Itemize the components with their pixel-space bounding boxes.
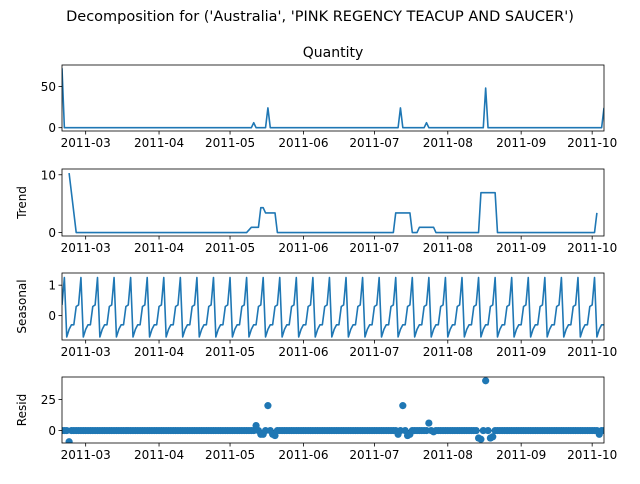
x-tick-label: 2011-07 bbox=[349, 448, 399, 462]
series-line bbox=[62, 68, 604, 129]
x-tick-label: 2011-10 bbox=[567, 448, 617, 462]
x-tick-label: 2011-04 bbox=[134, 241, 184, 255]
x-tick-label: 2011-06 bbox=[278, 241, 328, 255]
y-tick-label: 10 bbox=[41, 168, 56, 182]
figure-suptitle: Decomposition for ('Australia', 'PINK RE… bbox=[66, 9, 574, 25]
x-tick-label: 2011-09 bbox=[496, 241, 546, 255]
series-line bbox=[68, 172, 598, 234]
x-tick-label: 2011-07 bbox=[349, 345, 399, 359]
x-tick-label: 2011-06 bbox=[278, 345, 328, 359]
x-tick-label: 2011-04 bbox=[134, 448, 184, 462]
y-tick-label: 25 bbox=[41, 393, 56, 407]
x-tick-label: 2011-08 bbox=[423, 448, 473, 462]
y-tick-label: 0 bbox=[48, 424, 56, 438]
resid-point bbox=[472, 426, 480, 435]
x-tick-label: 2011-05 bbox=[205, 345, 255, 359]
x-tick-label: 2011-10 bbox=[567, 136, 617, 150]
x-tick-label: 2011-08 bbox=[423, 136, 473, 150]
resid-point bbox=[600, 426, 604, 435]
y-tick-label: 0 bbox=[48, 226, 56, 240]
y-tick-label: 0 bbox=[48, 309, 56, 323]
x-tick-label: 2011-05 bbox=[205, 448, 255, 462]
y-tick-label: 50 bbox=[41, 80, 56, 94]
axes-frame bbox=[61, 64, 605, 132]
axes-frame bbox=[61, 272, 605, 341]
y-tick-label: 1 bbox=[48, 279, 56, 293]
y-axis-label: Seasonal bbox=[15, 279, 29, 333]
resid-point bbox=[484, 426, 492, 435]
x-tick-label: 2011-08 bbox=[423, 345, 473, 359]
x-tick-label: 2011-10 bbox=[567, 241, 617, 255]
x-tick-label: 2011-07 bbox=[349, 241, 399, 255]
panel-title: Quantity bbox=[303, 45, 364, 61]
x-tick-label: 2011-06 bbox=[278, 136, 328, 150]
x-tick-label: 2011-06 bbox=[278, 448, 328, 462]
x-tick-label: 2011-09 bbox=[496, 345, 546, 359]
resid-point bbox=[482, 377, 490, 385]
axes-frame bbox=[61, 168, 605, 237]
x-tick-label: 2011-05 bbox=[205, 136, 255, 150]
resid-markers bbox=[62, 377, 604, 443]
y-tick-label: 0 bbox=[48, 121, 56, 135]
y-axis-label: Resid bbox=[15, 394, 29, 426]
axes-frame bbox=[61, 376, 605, 444]
x-tick-label: 2011-03 bbox=[61, 241, 111, 255]
resid-point bbox=[489, 433, 497, 441]
x-tick-label: 2011-03 bbox=[61, 345, 111, 359]
x-tick-label: 2011-04 bbox=[134, 345, 184, 359]
resid-point bbox=[399, 402, 407, 410]
x-tick-label: 2011-07 bbox=[349, 136, 399, 150]
x-tick-label: 2011-09 bbox=[496, 136, 546, 150]
resid-point bbox=[477, 435, 485, 443]
x-tick-label: 2011-03 bbox=[61, 448, 111, 462]
x-tick-label: 2011-10 bbox=[567, 345, 617, 359]
resid-point bbox=[425, 419, 433, 427]
x-tick-label: 2011-09 bbox=[496, 448, 546, 462]
resid-point bbox=[264, 402, 272, 410]
x-tick-label: 2011-08 bbox=[423, 241, 473, 255]
x-tick-label: 2011-03 bbox=[61, 136, 111, 150]
resid-point bbox=[65, 438, 73, 443]
x-tick-label: 2011-05 bbox=[205, 241, 255, 255]
x-tick-label: 2011-04 bbox=[134, 136, 184, 150]
y-axis-label: Trend bbox=[15, 186, 29, 220]
series-line bbox=[62, 276, 604, 338]
